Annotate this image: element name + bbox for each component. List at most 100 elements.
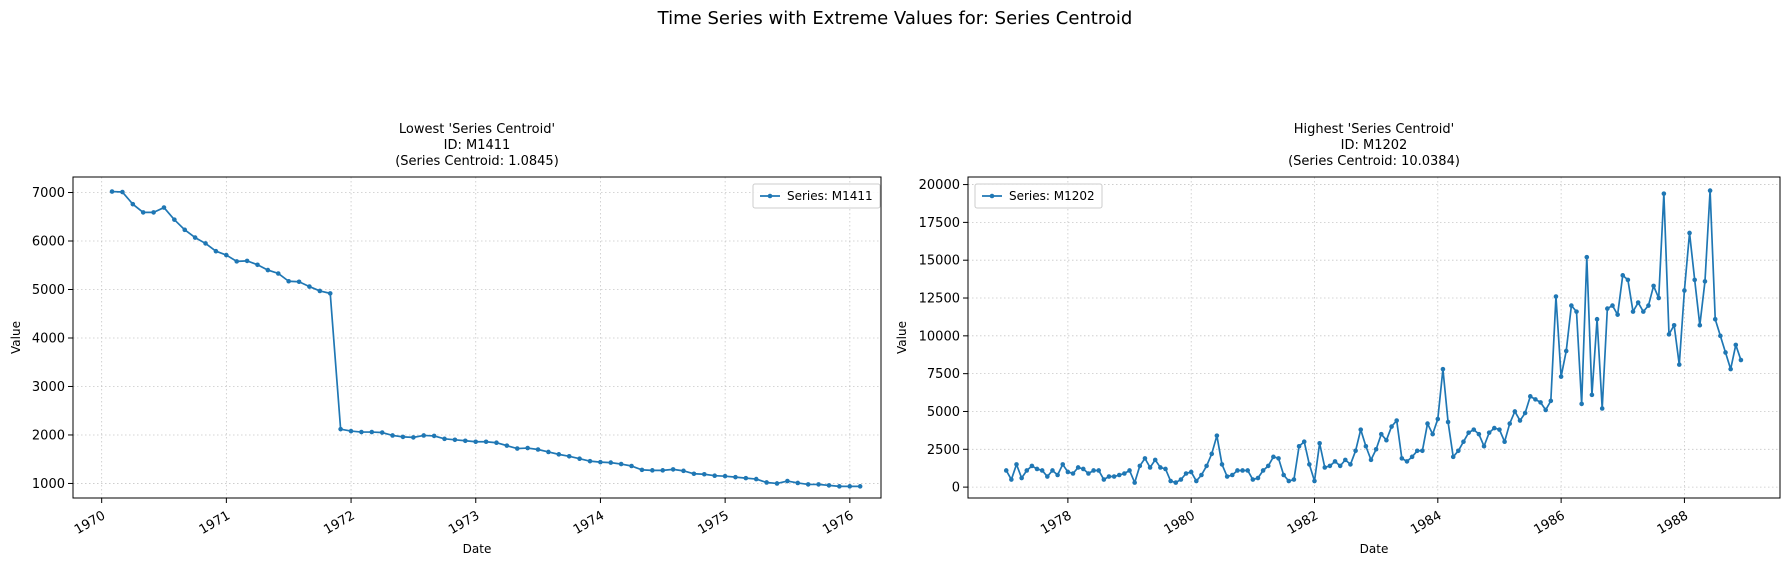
data-point [1050,468,1055,473]
data-point [1389,424,1394,429]
data-point [234,259,240,264]
data-point [390,433,395,438]
data-point [1409,454,1415,460]
y-tick-label: 20000 [919,178,960,193]
data-point [1610,303,1615,308]
data-point [1661,191,1667,196]
data-point [182,227,188,233]
data-point [1183,471,1189,476]
data-point [1399,456,1405,461]
x-tick-label: 1980 [1162,508,1198,538]
data-point [1394,418,1399,423]
data-point [369,429,375,435]
data-point [1127,468,1132,473]
x-tick-label: 1973 [446,508,482,538]
data-point [847,484,853,489]
data-point [151,210,156,215]
data-point [411,435,416,440]
data-point [1492,425,1497,431]
data-point [1692,277,1697,283]
x-axis-label: Date [463,542,492,556]
y-tick-label: 15000 [919,254,960,269]
data-point [1188,469,1194,475]
data-point [1322,465,1328,470]
data-point [1116,472,1122,478]
data-point [1671,322,1677,328]
data-point [1060,462,1066,467]
data-point [1486,430,1492,435]
data-point [1291,477,1297,482]
data-point [1687,230,1692,236]
data-point [109,189,115,194]
data-point [608,460,614,465]
data-point [1178,477,1184,482]
data-point [1209,451,1215,457]
data-point [1666,332,1672,337]
data-point [1168,478,1173,484]
data-point [1019,475,1024,481]
data-point [1368,457,1374,463]
data-point [1332,459,1338,464]
data-point [514,446,520,451]
data-point [650,468,655,473]
chart-title-line: ID: M1202 [1341,138,1408,153]
data-point [1204,463,1209,469]
y-tick-label: 1000 [32,477,65,492]
data-point [442,436,447,442]
data-point [1450,454,1456,460]
x-tick-label: 1975 [696,508,732,538]
data-point [338,426,343,432]
data-point [348,428,354,434]
figure-suptitle: Time Series with Extreme Values for: Ser… [657,8,1133,29]
y-tick-label: 17500 [919,216,960,231]
data-point [1301,439,1307,445]
data-point [1440,366,1446,372]
data-point [1563,348,1569,354]
x-tick-label: 1974 [571,508,607,538]
data-point [140,210,146,215]
data-point [1245,468,1250,473]
data-point [753,476,759,482]
data-point [1728,366,1733,372]
data-point [1276,456,1281,461]
data-point [1235,468,1240,473]
data-point [1471,427,1477,432]
data-point [1224,474,1230,479]
data-point [1091,468,1096,473]
data-point [1214,433,1220,438]
y-axis-label: Value [9,321,23,354]
data-point [577,456,582,462]
data-point [1173,480,1179,485]
data-point [1096,468,1102,473]
data-point [213,248,219,254]
data-point [275,271,281,276]
data-point [130,201,136,207]
x-tick-label: 1986 [1532,508,1568,538]
data-point [1327,463,1333,469]
data-point [556,452,562,457]
data-point [795,480,801,486]
data-point [1522,410,1528,416]
data-point [764,480,769,485]
data-point [286,278,291,284]
data-point [1599,406,1605,411]
data-point [1003,468,1009,473]
chart-title-line: (Series Centroid: 1.0845) [395,154,559,169]
data-point [681,468,686,474]
data-point [172,217,177,222]
data-point [296,279,302,285]
data-point [1111,474,1117,479]
y-axis-label: Value [895,321,909,354]
chart-title-line: Highest 'Series Centroid' [1294,122,1454,137]
data-point [566,454,572,459]
data-point [1738,357,1744,363]
legend: Series: M1202 [974,183,1103,209]
chart-title-line: (Series Centroid: 10.0384) [1288,154,1460,169]
data-point [1122,471,1127,476]
data-point [857,484,863,489]
data-point [1296,443,1302,449]
data-point [1163,466,1168,472]
data-point [670,467,676,472]
data-point [1481,443,1487,449]
data-point [1034,466,1040,472]
